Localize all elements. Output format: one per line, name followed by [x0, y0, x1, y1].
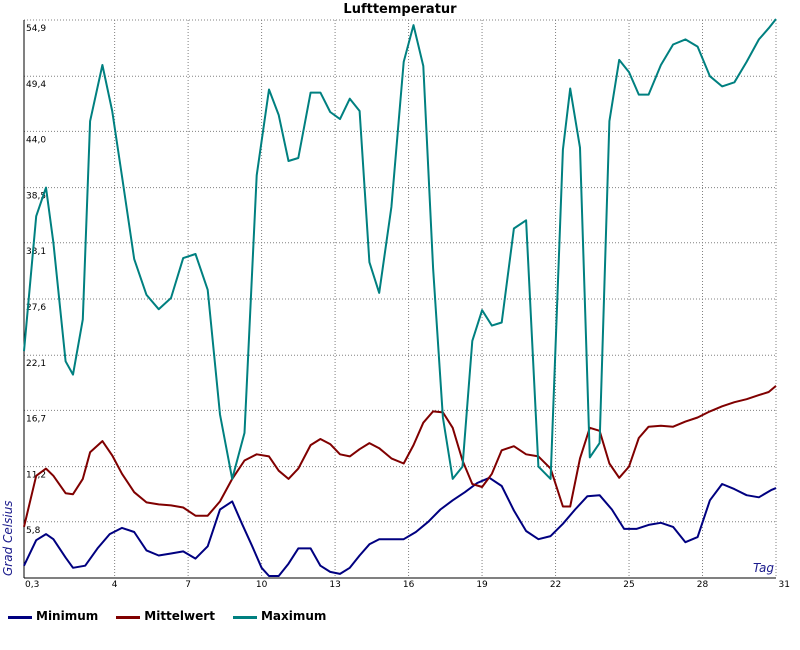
x-tick-label: 22: [550, 580, 561, 590]
x-tick-label: 10: [256, 580, 268, 590]
legend-swatch-minimum: [8, 616, 32, 619]
x-tick-labels: 0,3 4 7 10 13 16 19 22 25 28 31: [25, 580, 790, 590]
x-tick-label: 7: [185, 580, 191, 590]
y-tick-label: 49,4: [26, 80, 46, 90]
y-tick-label: 27,6: [26, 303, 46, 313]
legend-swatch-mittelwert: [116, 616, 141, 619]
y-tick-label: 38,5: [26, 192, 46, 202]
x-tick-label: 13: [329, 580, 340, 590]
y-tick-label: 22,1: [26, 359, 46, 369]
x-tick-label: 16: [403, 580, 415, 590]
axes: [23, 20, 777, 579]
series-line-mittelwert: [23, 385, 777, 528]
legend: Minimum Mittelwert Maximum: [8, 606, 344, 626]
y-tick-labels: 5,811,216,722,127,633,138,544,049,454,9: [26, 24, 46, 536]
legend-label-mittelwert: Mittelwert: [144, 609, 215, 623]
y-tick-label: 16,7: [26, 414, 46, 424]
x-axis-label: Tag: [753, 561, 774, 575]
y-tick-label: 33,1: [26, 247, 46, 257]
y-axis-label: Grad Celsius: [1, 500, 15, 576]
legend-item-maximum: Maximum: [232, 609, 327, 623]
grid: [24, 19, 776, 578]
x-tick-label: 31: [779, 580, 790, 590]
y-tick-label: 5,8: [26, 526, 41, 536]
series-lines: [23, 18, 777, 577]
x-tick-label: 25: [623, 580, 634, 590]
legend-item-minimum: Minimum: [8, 609, 98, 623]
legend-swatch-maximum: [232, 616, 257, 619]
x-tick-label: 28: [697, 580, 709, 590]
legend-label-minimum: Minimum: [36, 609, 99, 623]
series-line-minimum: [23, 476, 777, 577]
legend-label-maximum: Maximum: [260, 609, 327, 623]
x-tick-label: 4: [112, 580, 118, 590]
x-tick-label: 19: [476, 580, 488, 590]
series-line-maximum: [23, 18, 777, 480]
y-tick-label: 44,0: [26, 135, 46, 145]
y-tick-label: 54,9: [26, 24, 46, 34]
x-tick-label: 0,3: [25, 580, 39, 590]
legend-item-mittelwert: Mittelwert: [116, 609, 215, 623]
chart-title: Lufttemperatur: [343, 2, 457, 17]
